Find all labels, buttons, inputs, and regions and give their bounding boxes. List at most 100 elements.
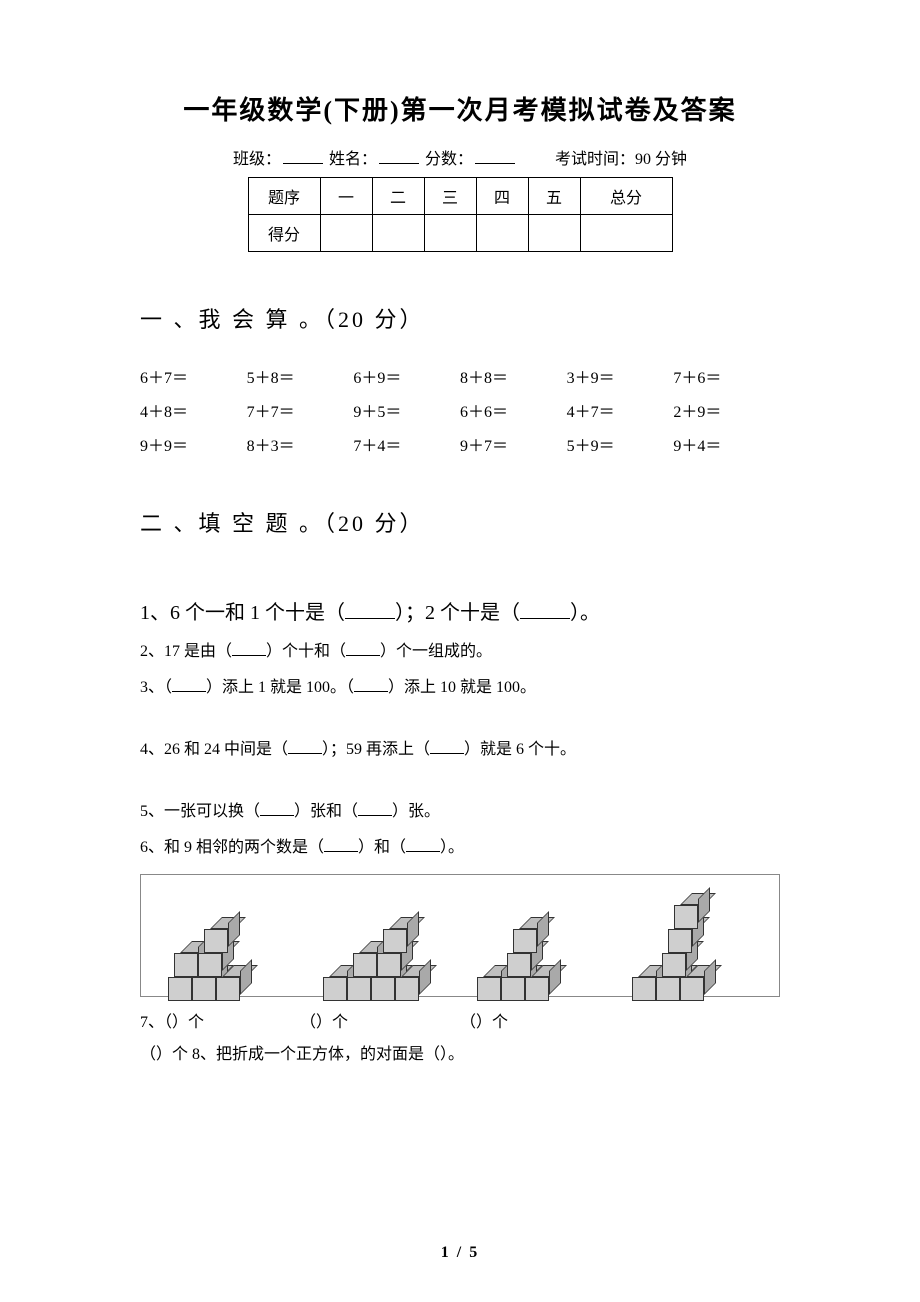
blank — [406, 836, 440, 852]
cube-icon — [656, 977, 680, 1001]
blank — [288, 738, 322, 754]
q-text: 7、（ — [140, 1014, 172, 1031]
score-blank — [475, 163, 515, 164]
cell: 五 — [528, 178, 580, 215]
cube-icon — [668, 929, 692, 953]
cell — [372, 215, 424, 252]
q-text: ）个 8、把折成一个正方体，的对面是（ — [156, 1046, 440, 1063]
cube-figure-4 — [622, 887, 762, 992]
cube-icon — [395, 977, 419, 1001]
cube-icon — [501, 977, 525, 1001]
name-label: 姓名： — [329, 151, 377, 168]
q-text: ）。 — [440, 1046, 464, 1063]
q-text: ）。 — [440, 839, 464, 856]
cube-icon — [371, 977, 395, 1001]
q-text: ）。 — [570, 602, 600, 624]
calc-item: 8＋3＝ — [247, 432, 354, 456]
q-text: 1、6 个一和 1 个十是（ — [140, 602, 345, 624]
q-text: ）添上 1 就是 100。（ — [206, 679, 354, 696]
cubes-row — [140, 874, 780, 997]
q-text: ）添上 10 就是 100。 — [388, 679, 536, 696]
page-number: 1 / 5 — [0, 1244, 920, 1262]
cube-icon — [353, 953, 377, 977]
blank — [324, 836, 358, 852]
calc-item: 7＋7＝ — [247, 398, 354, 422]
blank — [346, 640, 380, 656]
blank — [260, 800, 294, 816]
section2-heading: 二 、填 空 题 。（20 分） — [140, 506, 780, 538]
section1-heading: 一 、我 会 算 。（20 分） — [140, 302, 780, 334]
calc-item: 9＋7＝ — [460, 432, 567, 456]
calc-item: 6＋7＝ — [140, 364, 247, 388]
info-line: 班级： 姓名： 分数： 考试时间：90 分钟 — [140, 145, 780, 169]
cube-icon — [377, 953, 401, 977]
blank — [345, 599, 395, 619]
calc-item: 6＋6＝ — [460, 398, 567, 422]
blank — [430, 738, 464, 754]
cell-label: 得分 — [248, 215, 320, 252]
cube-icon — [383, 929, 407, 953]
cube-icon — [662, 953, 686, 977]
cell: 二 — [372, 178, 424, 215]
cube-figure-2 — [313, 887, 453, 992]
calc-item: 2＋9＝ — [673, 398, 780, 422]
cell — [528, 215, 580, 252]
q-text: 5、一张可以换（ — [140, 803, 260, 820]
page-title: 一年级数学(下册)第一次月考模拟试卷及答案 — [140, 90, 780, 127]
time-label: 考试时间：90 分钟 — [555, 151, 687, 168]
question-2: 2、17 是由（）个十和（）个一组成的。 — [140, 636, 780, 668]
cube-icon — [216, 977, 240, 1001]
cube-icon — [168, 977, 192, 1001]
calc-item: 6＋9＝ — [353, 364, 460, 388]
class-label: 班级： — [233, 151, 281, 168]
score-table: 题序 一 二 三 四 五 总分 得分 — [248, 177, 673, 252]
calc-item: 4＋7＝ — [567, 398, 674, 422]
q-text: ）；59 再添上（ — [322, 741, 430, 758]
blank — [172, 676, 206, 692]
calc-item: 8＋8＝ — [460, 364, 567, 388]
question-5: 5、一张可以换（）张和（）张。 — [140, 796, 780, 828]
q-text: 6、和 9 相邻的两个数是（ — [140, 839, 324, 856]
cube-icon — [525, 977, 549, 1001]
calc-item: 7＋4＝ — [353, 432, 460, 456]
table-row: 题序 一 二 三 四 五 总分 — [248, 178, 672, 215]
name-blank — [379, 163, 419, 164]
calc-item: 9＋5＝ — [353, 398, 460, 422]
q-text: 4、26 和 24 中间是（ — [140, 741, 288, 758]
q-text: 3、（ — [140, 679, 172, 696]
q-text: ）个一组成的。 — [380, 643, 492, 660]
cell: 三 — [424, 178, 476, 215]
q-text: ）张和（ — [294, 803, 358, 820]
score-label: 分数： — [425, 151, 473, 168]
q-text: ）和（ — [358, 839, 406, 856]
cube-icon — [674, 905, 698, 929]
q-text: ）个 — [476, 1014, 508, 1031]
calc-item: 7＋6＝ — [673, 364, 780, 388]
cell: 一 — [320, 178, 372, 215]
calc-item: 3＋9＝ — [567, 364, 674, 388]
cube-icon — [513, 929, 537, 953]
question-1: 1、6 个一和 1 个十是（ ）；2 个十是（ ）。 — [140, 594, 780, 632]
cell-total — [580, 215, 672, 252]
cube-icon — [680, 977, 704, 1001]
question-4: 4、26 和 24 中间是（ ）；59 再添上（ ）就是 6 个十。 — [140, 734, 780, 766]
cube-icon — [323, 977, 347, 1001]
q-text: ）个 — [172, 1014, 204, 1031]
cube-icon — [204, 929, 228, 953]
cell — [476, 215, 528, 252]
calc-item: 4＋8＝ — [140, 398, 247, 422]
cube-icon — [192, 977, 216, 1001]
calc-grid: 6＋7＝ 5＋8＝ 6＋9＝ 8＋8＝ 3＋9＝ 7＋6＝ 4＋8＝ 7＋7＝ … — [140, 364, 780, 456]
q-text: 2、17 是由（ — [140, 643, 232, 660]
cube-icon — [198, 953, 222, 977]
cell-label: 题序 — [248, 178, 320, 215]
cube-figure-3 — [467, 887, 607, 992]
q-text: ）；2 个十是（ — [395, 602, 520, 624]
q-text: ）就是 6 个十。 — [464, 741, 576, 758]
cell — [320, 215, 372, 252]
q-text: ）个 — [316, 1014, 348, 1031]
q-text: （ — [300, 1014, 316, 1031]
question-7-8: 7、（）个 （）个 （）个 （）个 8、把折成一个正方体，的对面是（）。 — [140, 1007, 780, 1071]
cell-total: 总分 — [580, 178, 672, 215]
cube-icon — [632, 977, 656, 1001]
